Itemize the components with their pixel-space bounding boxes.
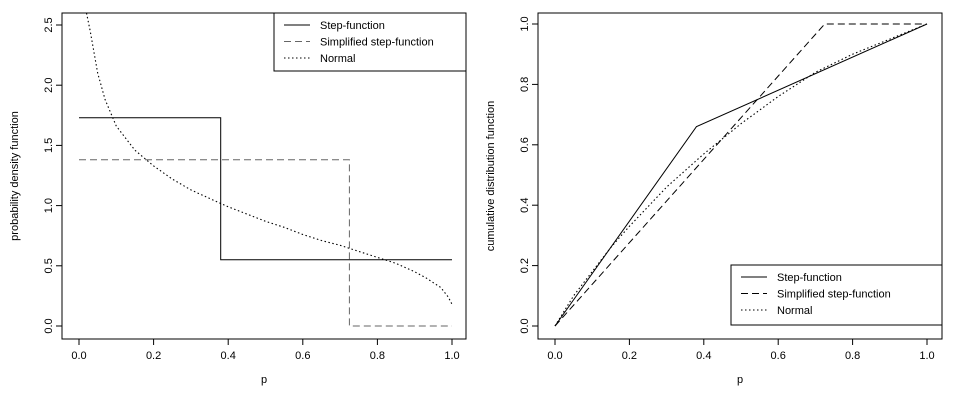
- legend-label: Simplified step-function: [320, 37, 434, 49]
- x-axis-title: p: [261, 374, 267, 386]
- y-axis-title: cumulative distribution function: [485, 101, 497, 251]
- x-axis-title: p: [737, 374, 743, 386]
- y-tick-label: 0.2: [519, 258, 531, 273]
- y-tick-label: 0.0: [43, 318, 55, 333]
- x-tick-label: 0.4: [221, 350, 236, 362]
- x-tick-label: 0.4: [696, 350, 711, 362]
- y-tick-label: 2.0: [43, 78, 55, 93]
- y-tick-label: 1.0: [519, 16, 531, 31]
- y-tick-label: 0.6: [519, 137, 531, 152]
- legend: Step-function Simplified step-function Nor…: [273, 12, 467, 72]
- series-line-step-function: [554, 23, 928, 327]
- y-tick-label: 0.4: [519, 198, 531, 213]
- x-tick-label: 0.0: [547, 350, 562, 362]
- legend-label: Step-function: [320, 20, 385, 32]
- x-tick-label: 0.6: [295, 350, 310, 362]
- series-line-step-function: [79, 117, 452, 261]
- series-line-simplified-step-function: [554, 23, 927, 327]
- y-tick-label: 0.8: [519, 77, 531, 92]
- series-line-normal: [554, 23, 928, 327]
- y-tick-label: 1.5: [43, 138, 55, 153]
- x-tick-label: 0.0: [71, 350, 86, 362]
- y-tick-label: 0.5: [43, 258, 55, 273]
- chart-panel-2: 0.0 0.2 0.4 0.6 0.8 1.0 0.0 0.2 0.4 0.6 0.8 1.0 p cum…: [485, 12, 943, 386]
- x-tick-label: 0.2: [146, 350, 161, 362]
- y-tick-label: 1.0: [43, 198, 55, 213]
- legend-box: [730, 264, 943, 326]
- y-tick-label: 2.5: [43, 17, 55, 32]
- x-tick-label: 1.0: [919, 350, 934, 362]
- x-tick-label: 0.8: [370, 350, 385, 362]
- y-tick-label: 0.0: [519, 318, 531, 333]
- legend: Step-function Simplified step-function Nor…: [730, 264, 943, 326]
- chart-panel-1: 0.0 0.2 0.4 0.6 0.8 1.0 0.0 0.5 1.0 1.5 2.0 2.5 p pro…: [9, 12, 467, 386]
- legend-label: Simplified step-function: [777, 289, 891, 301]
- x-tick-label: 0.2: [622, 350, 637, 362]
- series-line-simplified-step-function: [79, 159, 452, 327]
- legend-label: Normal: [777, 305, 812, 317]
- x-tick-label: 0.6: [771, 350, 786, 362]
- legend-label: Normal: [320, 53, 355, 65]
- series-line-normal: [85, 13, 453, 305]
- y-axis-title: probability density function: [9, 111, 21, 241]
- x-tick-label: 1.0: [444, 350, 459, 362]
- x-tick-label: 0.8: [845, 350, 860, 362]
- legend-label: Step-function: [777, 272, 842, 284]
